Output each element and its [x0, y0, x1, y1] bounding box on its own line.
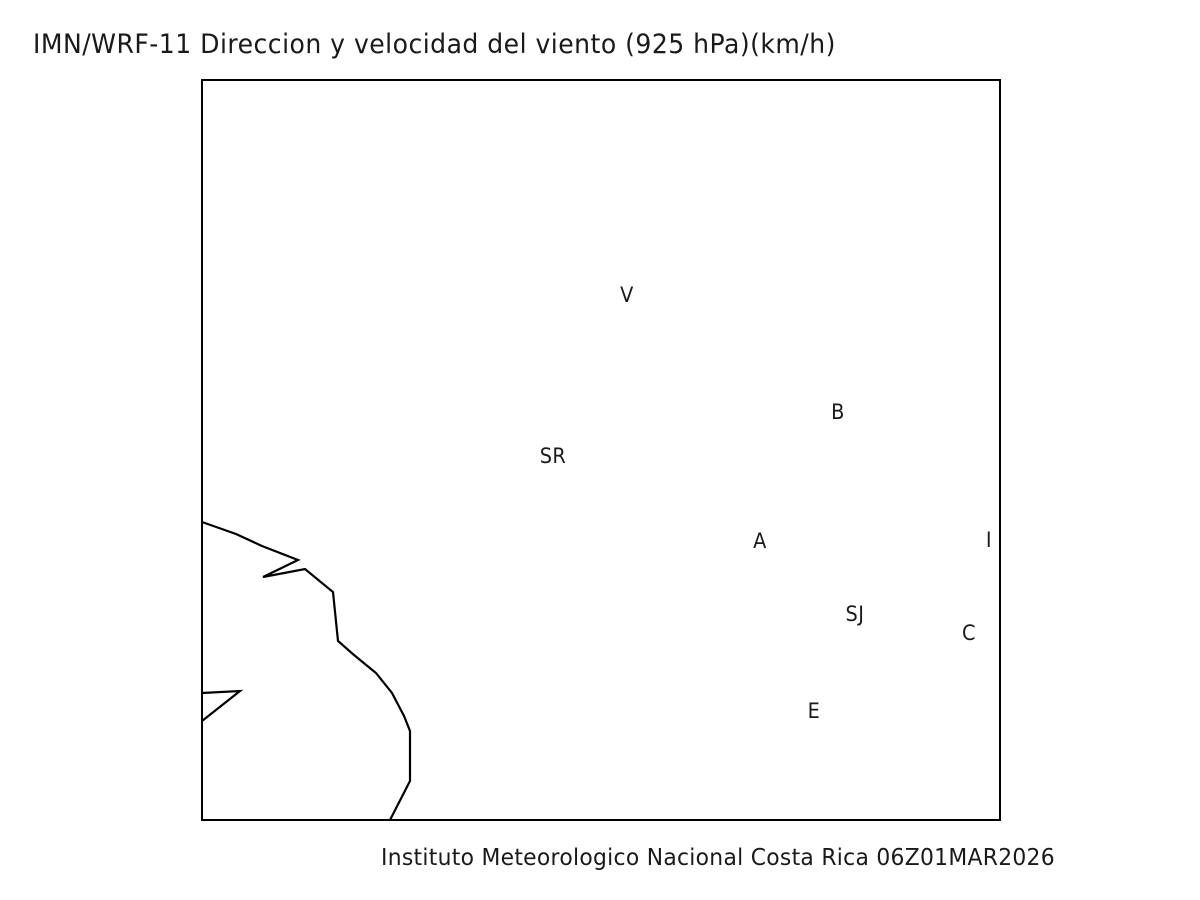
station-label-v: V [620, 283, 634, 307]
station-label-sr: SR [539, 444, 567, 468]
map-plot-frame [201, 79, 1001, 821]
station-label-i: I [985, 528, 993, 552]
station-label-e: E [807, 699, 821, 723]
page-title: IMN/WRF-11 Direccion y velocidad del vie… [33, 29, 836, 60]
station-label-sj: SJ [845, 602, 865, 626]
footer-credit: Instituto Meteorologico Nacional Costa R… [381, 845, 1055, 871]
station-label-c: C [962, 621, 976, 645]
station-label-a: A [753, 529, 767, 553]
station-label-b: B [831, 400, 845, 424]
